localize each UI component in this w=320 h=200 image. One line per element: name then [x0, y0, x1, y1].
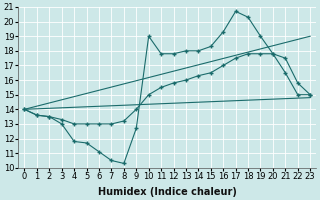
X-axis label: Humidex (Indice chaleur): Humidex (Indice chaleur)	[98, 187, 237, 197]
